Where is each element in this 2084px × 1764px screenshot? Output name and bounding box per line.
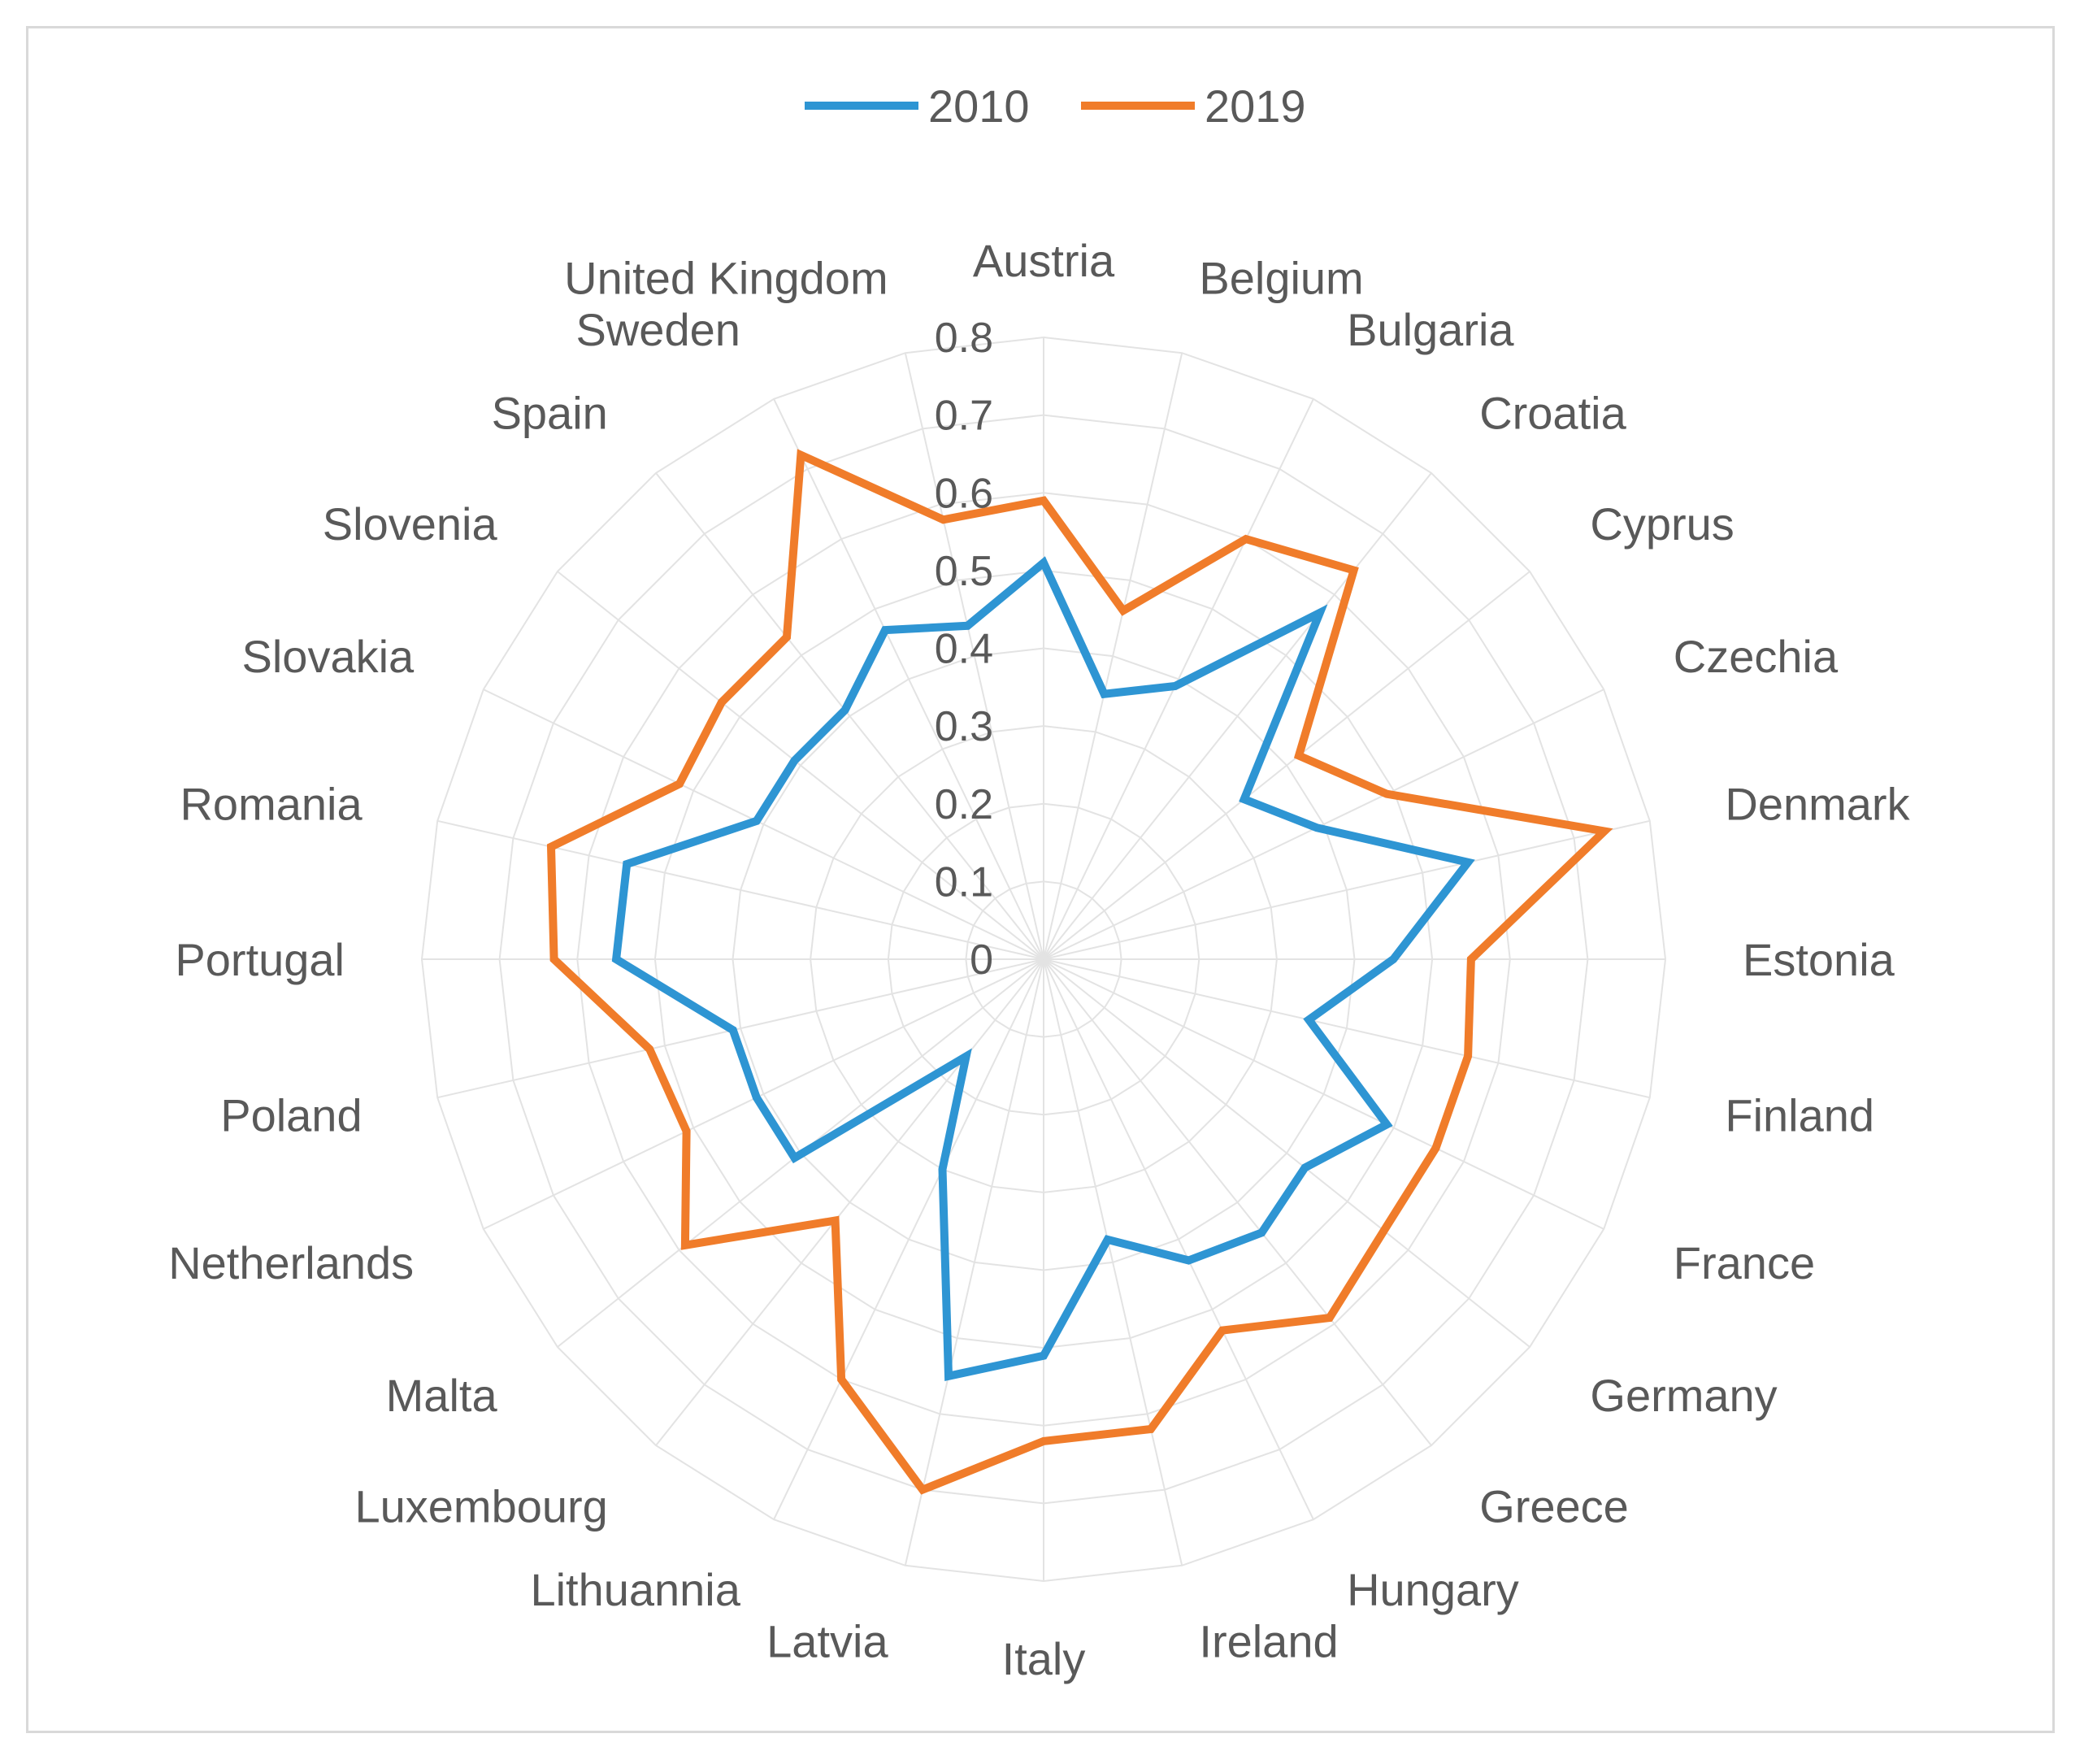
category-label: Lithuannia: [530, 1564, 740, 1615]
spoke-slovakia: [483, 689, 1044, 960]
category-label: Bulgaria: [1347, 304, 1514, 355]
series-2019: [546, 449, 1613, 1495]
category-label: Romania: [180, 779, 363, 830]
category-label: Spain: [492, 388, 608, 439]
category-label: Finland: [1725, 1089, 1874, 1141]
spoke-czechia: [1043, 689, 1604, 960]
spoke-ireland: [1043, 958, 1183, 1566]
spoke-romania: [436, 819, 1044, 960]
radar-spokes: [422, 337, 1665, 1581]
series-layer: [546, 449, 1613, 1495]
category-label: Sweden: [576, 304, 740, 355]
category-label: Czechia: [1674, 631, 1839, 682]
spoke-spain: [655, 472, 1044, 960]
category-label: Germany: [1590, 1370, 1777, 1421]
spoke-denmark: [1043, 819, 1651, 960]
category-label: Luxembourg: [354, 1480, 607, 1532]
category-label: Austria: [973, 235, 1115, 286]
spoke-hungary: [1043, 958, 1314, 1520]
tick-label-0_6: 0.6: [935, 470, 993, 517]
spoke-croatia: [1043, 472, 1432, 960]
spoke-germany: [1043, 958, 1530, 1348]
category-label: United Kingdom: [564, 253, 888, 304]
tick-label-0_4: 0.4: [935, 626, 993, 673]
category-label: France: [1674, 1237, 1815, 1288]
spoke-lithuannia: [773, 958, 1044, 1520]
tick-label-0_7: 0.7: [935, 393, 993, 440]
category-label: Latvia: [766, 1615, 888, 1666]
tick-label-0: 0: [970, 936, 993, 984]
category-label: Poland: [220, 1089, 362, 1141]
category-label: Cyprus: [1590, 498, 1734, 550]
category-label: Malta: [386, 1370, 498, 1421]
spoke-luxembourg: [655, 958, 1044, 1446]
legend-label-2010: 2010: [928, 80, 1030, 132]
category-label: Belgium: [1199, 253, 1363, 304]
tick-label-0_5: 0.5: [935, 548, 993, 595]
category-label: Ireland: [1199, 1615, 1338, 1666]
spoke-belgium: [1043, 352, 1183, 960]
radial-tick-labels: 0 0.1 0.2 0.3 0.4 0.5 0.6 0.7 0.8: [935, 315, 993, 984]
spoke-sweden: [773, 398, 1044, 960]
tick-label-0_1: 0.1: [935, 858, 993, 906]
spoke-greece: [1043, 958, 1432, 1446]
spoke-france: [1043, 958, 1604, 1230]
category-label: Croatia: [1479, 388, 1626, 439]
category-label: Greece: [1479, 1480, 1629, 1532]
tick-label-0_8: 0.8: [935, 315, 993, 362]
spoke-latvia: [904, 958, 1044, 1566]
category-label: Slovakia: [242, 631, 415, 682]
category-label: Hungary: [1347, 1564, 1519, 1615]
legend-label-2019: 2019: [1205, 80, 1306, 132]
category-label: Netherlands: [168, 1237, 414, 1288]
spoke-bulgaria: [1043, 398, 1314, 960]
spoke-cyprus: [1043, 571, 1530, 960]
category-label: Slovenia: [323, 498, 498, 550]
tick-label-0_3: 0.3: [935, 703, 993, 750]
spoke-netherlands: [483, 958, 1044, 1230]
spoke-poland: [436, 958, 1044, 1099]
chart-frame: [26, 26, 2055, 1733]
tick-label-0_2: 0.2: [935, 781, 993, 828]
legend: 2010 2019: [805, 80, 1306, 132]
category-label: Italy: [1002, 1633, 1086, 1684]
spoke-finland: [1043, 958, 1651, 1099]
spoke-united-kingdom: [904, 352, 1044, 960]
series-2010: [611, 556, 1475, 1381]
category-label: Denmark: [1725, 779, 1910, 830]
category-label: Estonia: [1743, 934, 1895, 985]
category-label: Portugal: [175, 934, 345, 985]
spoke-slovenia: [557, 571, 1044, 960]
